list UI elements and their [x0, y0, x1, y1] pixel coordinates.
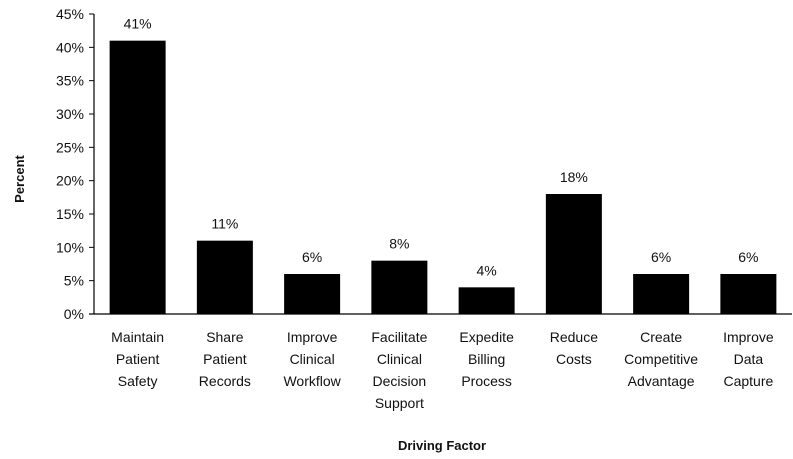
x-category-label-line: Workflow	[283, 373, 341, 389]
y-tick-label: 40%	[56, 39, 84, 55]
x-category-label-line: Patient	[116, 351, 160, 367]
bar	[284, 274, 341, 314]
y-tick-label: 0%	[64, 306, 84, 322]
x-category-label-line: Clinical	[377, 351, 422, 367]
bar	[458, 287, 515, 314]
x-category-label: Facilitate Clinical Decision Support	[371, 329, 427, 411]
x-category-label: Maintain Patient Safety	[111, 329, 164, 389]
x-category-label-line: Process	[461, 373, 512, 389]
bar	[109, 40, 166, 315]
x-category-label-line: Data	[734, 351, 764, 367]
x-category-label-line: Billing	[468, 351, 505, 367]
x-category-label: Expedite Billing Process	[459, 329, 514, 389]
bar-data-label: 11%	[211, 216, 238, 232]
bar	[545, 194, 602, 314]
x-category-label-line: Safety	[118, 373, 158, 389]
x-category-label: Reduce Costs	[550, 329, 598, 367]
x-category-label: Improve Clinical Workflow	[283, 329, 341, 389]
x-category-label-line: Improve	[287, 329, 338, 345]
x-category-label-line: Advantage	[628, 373, 695, 389]
bar	[720, 274, 777, 314]
x-category-label-line: Capture	[723, 373, 773, 389]
data-labels: 41% 11% 6% 8% 4% 18% 6% 6%	[124, 16, 759, 279]
bar-data-label: 4%	[477, 262, 497, 278]
x-category-label-line: Costs	[556, 351, 592, 367]
x-axis-category-labels: Maintain Patient Safety Share Patient Records…	[111, 329, 774, 411]
y-tick-label: 5%	[64, 273, 84, 289]
x-category-label-line: Clinical	[290, 351, 335, 367]
x-category-label-line: Records	[199, 373, 251, 389]
y-axis-title: Percent	[12, 154, 27, 202]
x-category-label-line: Competitive	[624, 351, 698, 367]
x-category-label-line: Reduce	[550, 329, 598, 345]
bar-data-label: 18%	[560, 169, 588, 185]
bar-data-label: 8%	[389, 236, 409, 252]
bar	[371, 260, 428, 314]
y-tick-label: 10%	[56, 239, 84, 255]
x-axis-title: Driving Factor	[398, 438, 486, 453]
x-category-label-line: Create	[640, 329, 682, 345]
x-category-label-line: Expedite	[459, 329, 514, 345]
x-category-label-line: Support	[375, 395, 424, 411]
bar-data-label: 6%	[302, 249, 322, 265]
x-category-label-line: Patient	[203, 351, 247, 367]
bar-data-label: 6%	[651, 249, 671, 265]
y-tick-label: 25%	[56, 139, 84, 155]
x-category-label-line: Improve	[723, 329, 774, 345]
y-axis-ticks: 0% 5% 10% 15% 20% 25% 30% 35% 40% 45%	[56, 6, 94, 322]
x-category-label-line: Decision	[373, 373, 427, 389]
bar	[196, 240, 253, 314]
y-tick-label: 20%	[56, 173, 84, 189]
x-category-label: Improve Data Capture	[723, 329, 774, 389]
y-tick-label: 30%	[56, 106, 84, 122]
x-category-label-line: Maintain	[111, 329, 164, 345]
y-tick-label: 45%	[56, 6, 84, 22]
y-tick-label: 35%	[56, 73, 84, 89]
bars	[109, 40, 777, 315]
x-category-label: Create Competitive Advantage	[624, 329, 698, 389]
x-category-label-line: Share	[206, 329, 244, 345]
bar-data-label: 41%	[124, 16, 152, 32]
x-category-label: Share Patient Records	[199, 329, 251, 389]
y-tick-label: 15%	[56, 206, 84, 222]
bar-data-label: 6%	[738, 249, 758, 265]
bar	[633, 274, 690, 314]
x-category-label-line: Facilitate	[371, 329, 427, 345]
